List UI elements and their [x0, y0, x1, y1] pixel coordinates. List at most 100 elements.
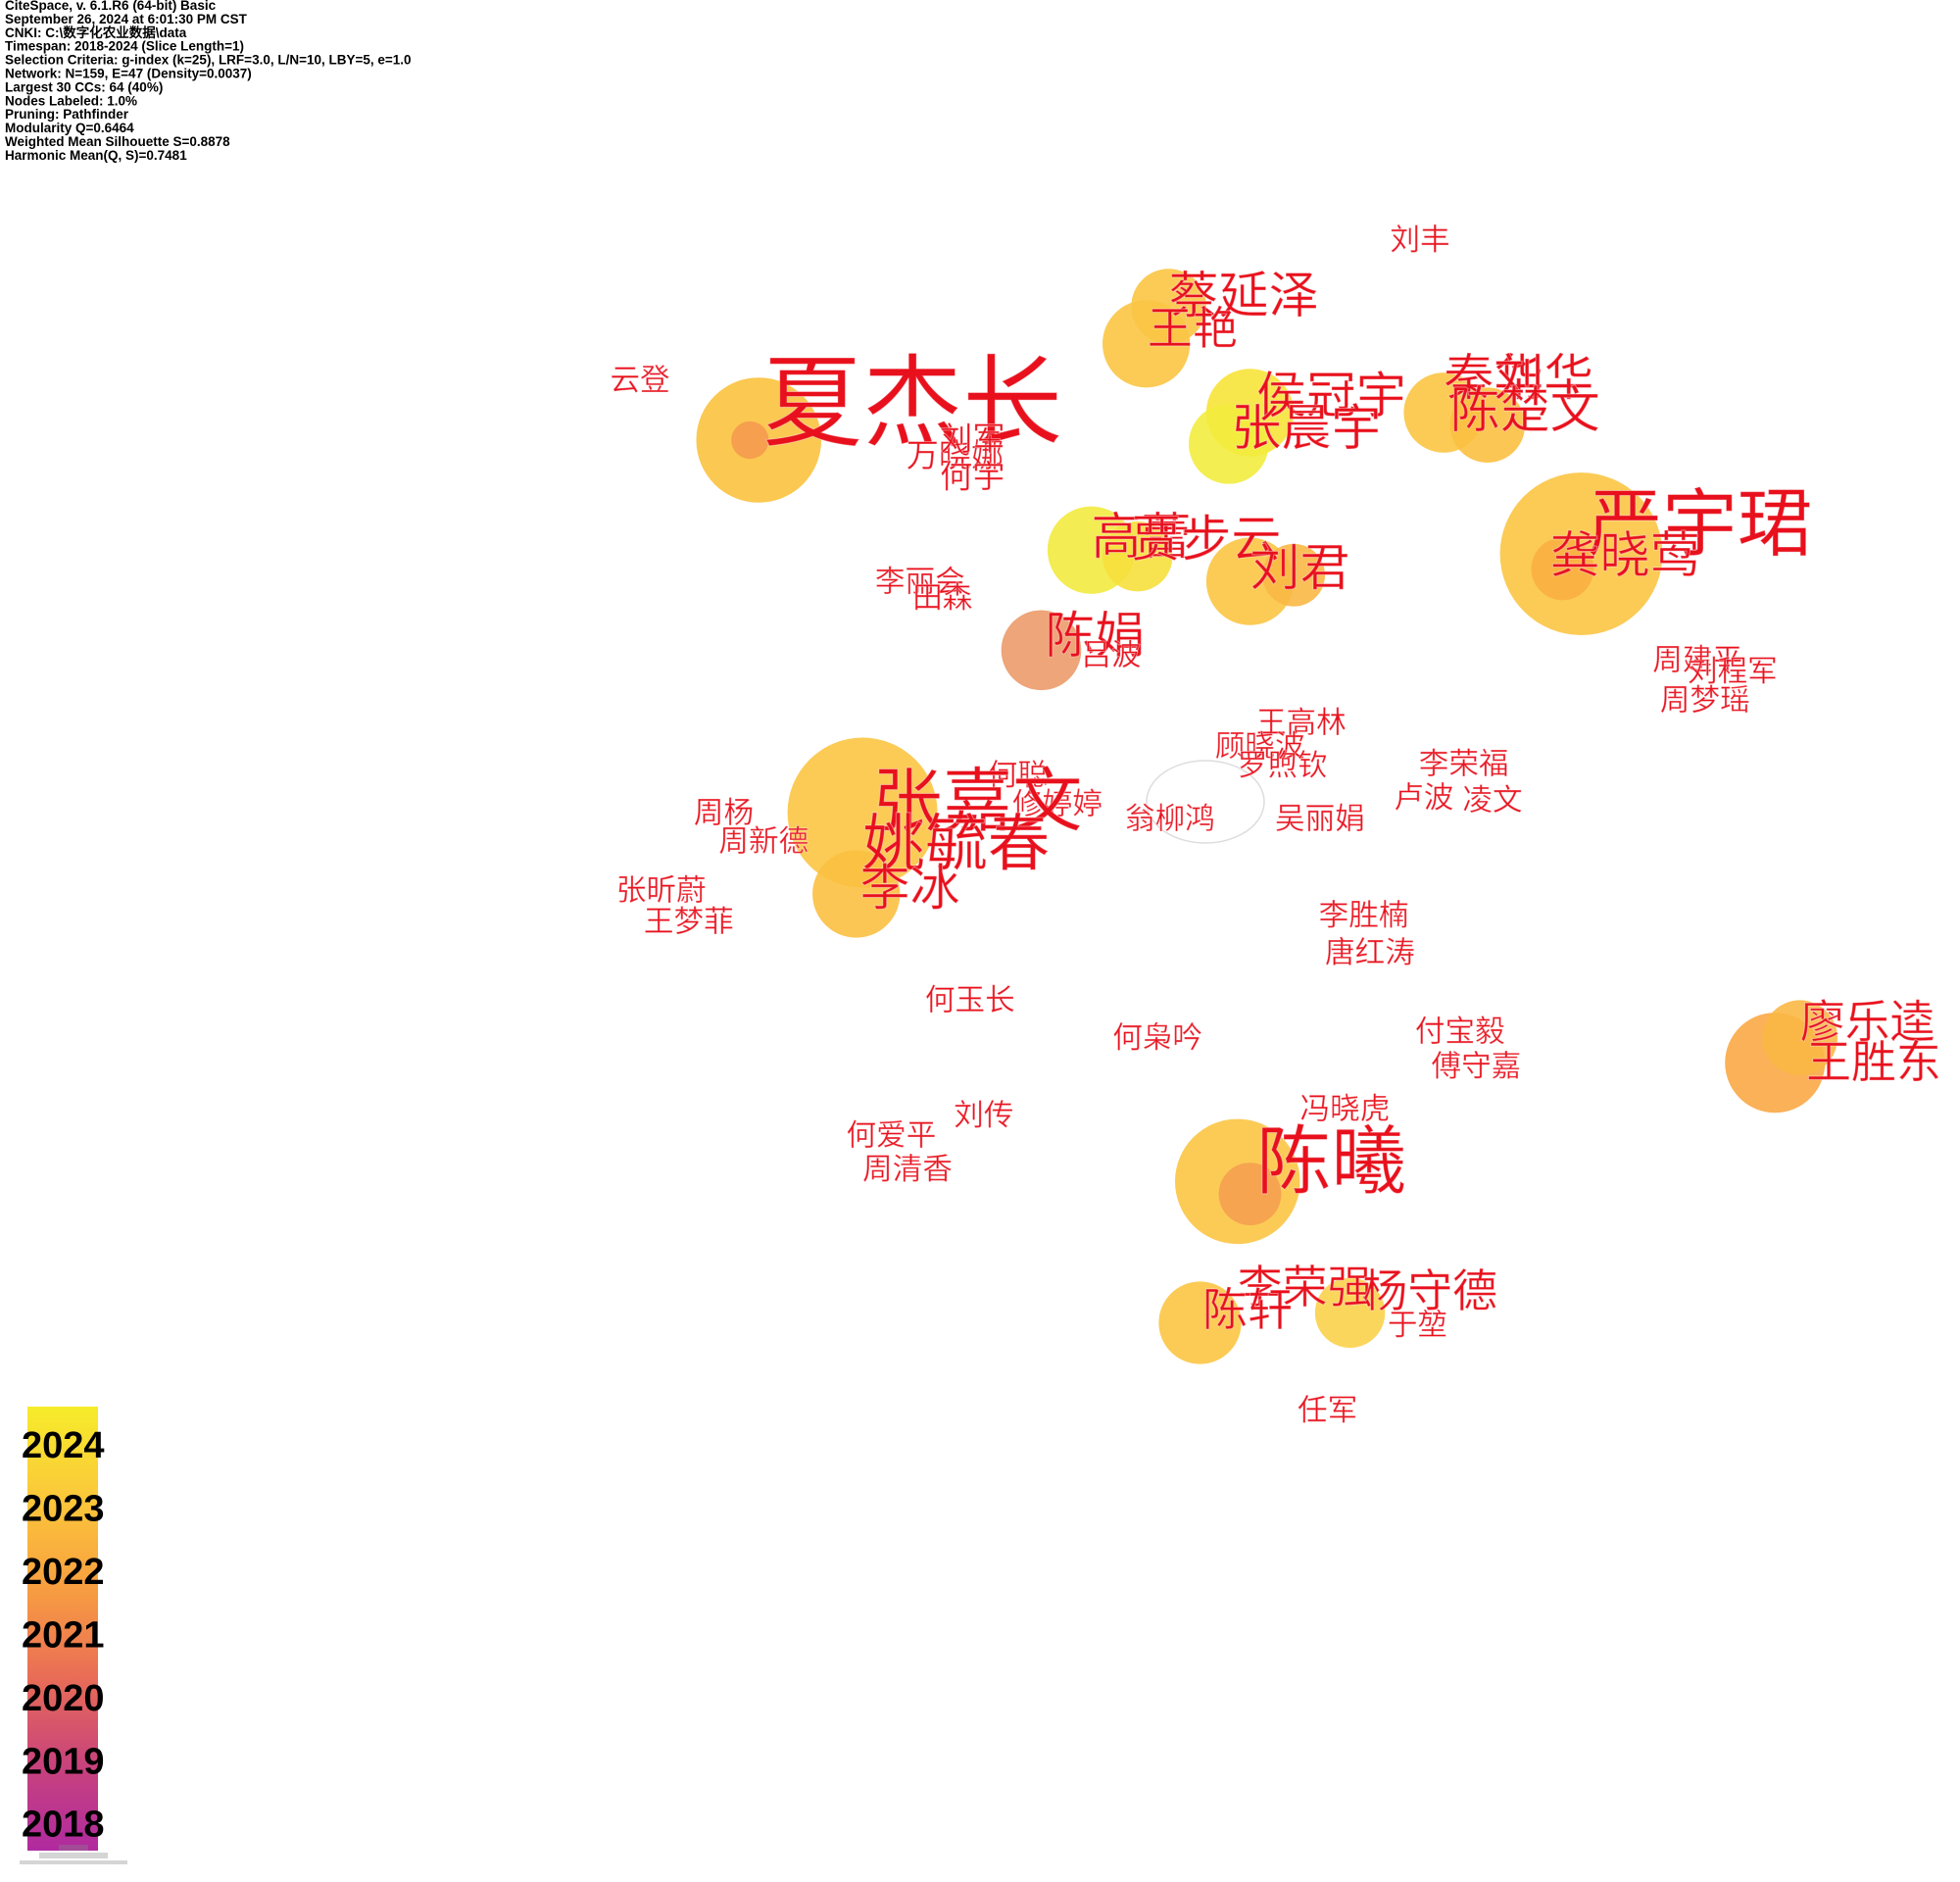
- node-label: 李胜楠: [1319, 899, 1409, 933]
- node-circle: [1158, 1281, 1242, 1364]
- node-label: 李荣强: [1238, 1261, 1373, 1313]
- year-legend: 2024 2023 2022 2021 2020 2019 2018: [22, 1425, 105, 1845]
- node-label: 高蕾: [1092, 509, 1192, 567]
- info-line: Network: N=159, E=47 (Density=0.0037): [5, 67, 252, 81]
- node-label: 翁柳鸿: [1125, 803, 1215, 837]
- node-label: 何宇: [940, 457, 1004, 495]
- year-colorbar: [27, 1407, 98, 1851]
- info-line: Selection Criteria: g-index (k=25), LRF=…: [5, 53, 412, 68]
- info-line: September 26, 2024 at 6:01:30 PM CST: [5, 12, 248, 26]
- node-label: 周梦瑶: [1660, 683, 1750, 718]
- node-label: 万晓娜: [906, 436, 1004, 474]
- info-line: Largest 30 CCs: 64 (40%): [5, 79, 163, 94]
- node-label: 任军: [1298, 1394, 1357, 1428]
- node-label: 冯晓虎: [1300, 1093, 1391, 1127]
- node-circle: [787, 737, 938, 888]
- info-line: Weighted Mean Silhouette S=0.8878: [5, 134, 230, 149]
- node-label: 何玉长: [925, 984, 1015, 1018]
- info-line: Nodes Labeled: 1.0%: [5, 93, 137, 108]
- node-label: 夏杰长: [762, 345, 1062, 462]
- node-label: 张嘉文: [872, 761, 1082, 842]
- node-label: 贾步云: [1131, 512, 1281, 570]
- node-label: 王艳: [1148, 302, 1238, 355]
- legend-year: 2018: [22, 1805, 105, 1846]
- node-label: 何聪: [988, 759, 1048, 793]
- node-label: 王高林: [1256, 706, 1347, 740]
- node-circle: [1314, 1277, 1386, 1349]
- info-line: CiteSpace, v. 6.1.R6 (64-bit) Basic: [5, 0, 217, 13]
- node-label: 刘传: [954, 1099, 1013, 1133]
- node-label: 罗煦钦: [1238, 749, 1328, 783]
- node-label: 刘君: [1250, 540, 1350, 598]
- legend-year: 2024: [22, 1425, 105, 1466]
- node-label: 李荣福: [1419, 748, 1509, 782]
- node-circle: [1762, 1000, 1838, 1075]
- node-circle: [1001, 610, 1082, 691]
- node-label: 周新德: [718, 825, 808, 860]
- node-label: 姚毓春: [862, 809, 1050, 881]
- node-label: 刘军: [940, 420, 1004, 458]
- summary-info: CiteSpace, v. 6.1.R6 (64-bit) BasicSepte…: [5, 0, 412, 163]
- node-circle: [1531, 537, 1594, 601]
- node-label: 卢波: [1394, 781, 1453, 816]
- info-line: Harmonic Mean(Q, S)=0.7481: [5, 148, 187, 163]
- node-circle: [1131, 269, 1206, 344]
- node-label: 吴丽娟: [1275, 803, 1365, 837]
- node-circle: [1449, 387, 1526, 463]
- node-label: 李冰: [860, 860, 960, 917]
- info-line: Modularity Q=0.6464: [5, 121, 134, 135]
- node-label: 何爱平: [847, 1118, 937, 1153]
- info-line: Timespan: 2018-2024 (Slice Length=1): [5, 39, 244, 54]
- node-label: 刘丰: [1390, 223, 1449, 258]
- node-label: 杨守德: [1362, 1264, 1497, 1317]
- node-label: 陈楚文: [1450, 382, 1600, 440]
- legend-year: 2021: [22, 1614, 105, 1656]
- node-label: 蔡延泽: [1169, 268, 1319, 325]
- node-label: 张昕蔚: [616, 873, 707, 908]
- node-circle: [1189, 403, 1269, 484]
- link-curve: [1146, 760, 1265, 844]
- node-label: 张晨宇: [1231, 400, 1381, 458]
- node-label: 吕波: [1081, 639, 1141, 673]
- node-label: 凌文: [1462, 784, 1522, 818]
- node-label: 刘程军: [1688, 655, 1778, 689]
- node-label: 李丽会: [875, 565, 965, 599]
- legend-year: 2020: [22, 1678, 105, 1719]
- node-label: 傅守嘉: [1431, 1050, 1521, 1084]
- info-line: Pruning: Pathfinder: [5, 107, 129, 122]
- node-label: 付宝毅: [1415, 1015, 1505, 1050]
- node-label: 于堃: [1388, 1309, 1447, 1343]
- node-label: 廖乐逵: [1800, 996, 1936, 1049]
- node-label: 云登: [610, 364, 669, 398]
- node-label: 陈娟: [1045, 608, 1145, 666]
- node-label: 唐红涛: [1325, 936, 1415, 970]
- node-circles: [696, 269, 1838, 1364]
- node-label: 顾晓波: [1215, 730, 1305, 765]
- node-label: 陈曦: [1256, 1119, 1406, 1207]
- node-label: 秦华: [1444, 350, 1544, 408]
- citespace-logo: [20, 1845, 127, 1864]
- node-label: 龚晓莺: [1550, 527, 1700, 585]
- node-circle: [731, 421, 769, 460]
- node-label: 周清香: [862, 1153, 953, 1187]
- legend-year: 2023: [22, 1489, 105, 1530]
- info-line: CNKI: C:\数字化农业数据\data: [5, 25, 187, 40]
- node-circle: [1262, 543, 1326, 607]
- node-label: 严宇珺: [1588, 481, 1813, 569]
- node-circle: [1218, 1163, 1282, 1226]
- node-label: 刘华: [1494, 350, 1593, 408]
- node-label: 修婷婷: [1012, 787, 1102, 821]
- node-circle: [812, 850, 901, 938]
- node-label: 侯冠宇: [1256, 368, 1406, 425]
- node-label: 田森: [912, 581, 972, 616]
- legend-year: 2022: [22, 1552, 105, 1593]
- node-label: 陈轩: [1202, 1283, 1293, 1336]
- legend-year: 2019: [22, 1741, 105, 1782]
- node-label: 王梦菲: [644, 905, 734, 939]
- node-circle: [1102, 520, 1173, 592]
- node-label: 王胜东: [1806, 1035, 1941, 1088]
- node-label: 周建平: [1652, 644, 1742, 678]
